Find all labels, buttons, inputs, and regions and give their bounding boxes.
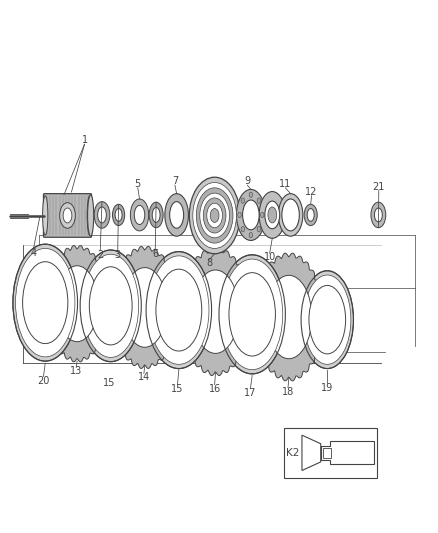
Text: 20: 20: [37, 376, 49, 386]
Text: 21: 21: [373, 182, 385, 192]
Ellipse shape: [115, 208, 122, 221]
Ellipse shape: [374, 208, 382, 222]
Ellipse shape: [238, 212, 241, 217]
Ellipse shape: [134, 205, 145, 224]
Text: 19: 19: [321, 383, 333, 393]
Text: 13: 13: [70, 366, 82, 376]
Ellipse shape: [241, 227, 244, 232]
Ellipse shape: [193, 182, 237, 248]
Ellipse shape: [156, 269, 202, 351]
Ellipse shape: [259, 191, 286, 238]
Ellipse shape: [89, 266, 132, 345]
Text: 9: 9: [244, 176, 251, 187]
Ellipse shape: [80, 250, 141, 362]
Ellipse shape: [149, 256, 209, 365]
Ellipse shape: [266, 276, 312, 359]
Polygon shape: [45, 246, 109, 362]
Ellipse shape: [304, 204, 317, 225]
Text: 6: 6: [152, 249, 158, 259]
Ellipse shape: [94, 201, 110, 228]
Ellipse shape: [83, 254, 139, 358]
Ellipse shape: [265, 201, 280, 229]
Text: 1: 1: [81, 135, 88, 145]
FancyBboxPatch shape: [43, 193, 92, 237]
Ellipse shape: [123, 268, 167, 348]
Ellipse shape: [87, 196, 92, 235]
Ellipse shape: [304, 275, 351, 365]
Ellipse shape: [192, 270, 239, 353]
Text: 14: 14: [138, 372, 150, 382]
Polygon shape: [254, 253, 324, 381]
Ellipse shape: [241, 198, 244, 203]
Ellipse shape: [229, 273, 276, 356]
Ellipse shape: [63, 208, 72, 223]
Ellipse shape: [282, 199, 299, 231]
Ellipse shape: [60, 203, 75, 228]
Ellipse shape: [200, 193, 230, 238]
Text: 18: 18: [282, 387, 294, 397]
Ellipse shape: [15, 248, 75, 357]
Text: 15: 15: [103, 378, 116, 389]
Ellipse shape: [249, 232, 253, 238]
Ellipse shape: [42, 196, 48, 235]
Text: 5: 5: [134, 179, 141, 189]
Ellipse shape: [170, 201, 184, 228]
Ellipse shape: [243, 200, 259, 230]
Ellipse shape: [219, 255, 286, 374]
Ellipse shape: [307, 208, 314, 221]
Polygon shape: [180, 248, 251, 376]
Ellipse shape: [13, 244, 78, 361]
Ellipse shape: [57, 266, 98, 342]
Ellipse shape: [309, 286, 346, 354]
Ellipse shape: [152, 207, 160, 222]
Ellipse shape: [146, 252, 212, 368]
Text: 15: 15: [171, 384, 184, 394]
Ellipse shape: [301, 271, 353, 368]
Ellipse shape: [88, 195, 94, 236]
Ellipse shape: [261, 212, 264, 217]
Polygon shape: [111, 246, 179, 368]
Text: 4: 4: [30, 248, 36, 258]
Text: K2: K2: [286, 448, 299, 458]
Text: 2: 2: [97, 250, 103, 260]
Ellipse shape: [98, 207, 106, 223]
Text: 10: 10: [264, 252, 276, 262]
Ellipse shape: [165, 193, 188, 236]
Ellipse shape: [257, 198, 261, 203]
FancyBboxPatch shape: [284, 427, 378, 478]
Text: 8: 8: [206, 259, 212, 268]
Ellipse shape: [113, 204, 125, 225]
Text: 7: 7: [172, 176, 178, 187]
Ellipse shape: [222, 259, 283, 369]
Ellipse shape: [268, 207, 277, 223]
Ellipse shape: [371, 202, 386, 228]
Text: 3: 3: [115, 250, 121, 260]
Ellipse shape: [23, 262, 68, 344]
Ellipse shape: [279, 193, 303, 236]
Text: 17: 17: [244, 388, 257, 398]
Ellipse shape: [257, 227, 261, 232]
Ellipse shape: [237, 189, 265, 240]
Ellipse shape: [189, 177, 240, 254]
Ellipse shape: [203, 198, 226, 233]
Ellipse shape: [249, 192, 253, 197]
Text: 12: 12: [305, 187, 318, 197]
Text: 11: 11: [279, 179, 292, 189]
Text: 16: 16: [208, 384, 221, 394]
Ellipse shape: [207, 203, 223, 228]
Ellipse shape: [196, 188, 233, 243]
Ellipse shape: [131, 199, 149, 231]
Ellipse shape: [149, 202, 163, 228]
Ellipse shape: [210, 208, 219, 222]
